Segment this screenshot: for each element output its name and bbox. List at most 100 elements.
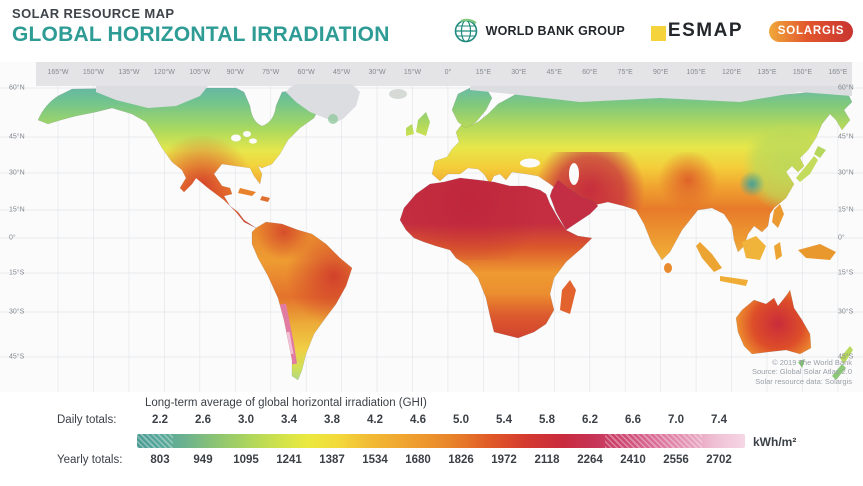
longitude-label: 30°E bbox=[511, 69, 527, 76]
yearly-total-value: 1241 bbox=[276, 454, 302, 466]
yearly-total-value: 803 bbox=[150, 454, 170, 466]
logo-row: WORLD BANK GROUP ESMAP SOLARGIS bbox=[453, 18, 853, 44]
daily-total-value: 2.2 bbox=[152, 414, 168, 426]
yearly-total-value: 2556 bbox=[663, 454, 689, 466]
daily-total-value: 6.6 bbox=[625, 414, 641, 426]
world-bank-globe-icon bbox=[454, 18, 477, 43]
new-zealand-south bbox=[832, 364, 846, 380]
island-tasmania bbox=[798, 359, 805, 368]
daily-total-value: 3.0 bbox=[238, 414, 254, 426]
map-credit-line: Solar resource data: Solargis bbox=[755, 376, 852, 386]
esmap-square-icon bbox=[650, 26, 666, 41]
longitude-label: 75°W bbox=[262, 69, 280, 76]
legend-hatch-low bbox=[137, 434, 174, 448]
legend: Long-term average of global horizontal i… bbox=[0, 392, 863, 486]
legend-title: Long-term average of global horizontal i… bbox=[145, 397, 427, 409]
longitude-label: 60°W bbox=[297, 69, 315, 76]
daily-total-value: 3.4 bbox=[281, 414, 297, 426]
legend-unit: kWh/m² bbox=[753, 435, 797, 449]
latitude-label-right: 60°N bbox=[838, 84, 854, 92]
latitude-label-right: 45°S bbox=[838, 353, 854, 361]
yearly-total-value: 1826 bbox=[448, 454, 474, 466]
header: SOLAR RESOURCE MAP GLOBAL HORIZONTAL IRR… bbox=[0, 0, 863, 62]
daily-total-value: 7.4 bbox=[711, 414, 727, 426]
latitude-label-right: 15°S bbox=[838, 269, 854, 277]
yearly-total-value: 2702 bbox=[706, 454, 732, 466]
longitude-label: 135°W bbox=[118, 69, 140, 76]
longitude-label: 135°E bbox=[757, 69, 777, 76]
island-new-guinea bbox=[798, 244, 836, 260]
island-hokkaido bbox=[814, 146, 826, 158]
island-java bbox=[720, 276, 748, 286]
map-credits: © 2019 The World Bank Source: Global Sola… bbox=[752, 358, 852, 387]
longitude-label: 165°E bbox=[828, 69, 848, 76]
arctic-russia bbox=[470, 86, 852, 102]
daily-total-value: 6.2 bbox=[582, 414, 598, 426]
longitude-label: 45°W bbox=[332, 69, 351, 76]
daily-total-value: 3.8 bbox=[324, 414, 340, 426]
latitude-label-right: 30°S bbox=[838, 308, 854, 316]
map-credit-line: Source: Global Solar Atlas 2.0 bbox=[751, 367, 852, 376]
yearly-total-value: 1972 bbox=[491, 454, 517, 466]
legend-hatch-high bbox=[605, 434, 703, 448]
island-borneo bbox=[742, 236, 766, 260]
yearly-total-value: 2118 bbox=[534, 454, 560, 466]
latitude-label-left: 30°S bbox=[9, 308, 25, 316]
longitude-label: 15°W bbox=[403, 69, 422, 76]
esmap-logo: ESMAP bbox=[650, 20, 743, 42]
latitude-label-left: 30°N bbox=[9, 169, 25, 177]
longitude-label: 30°W bbox=[368, 69, 386, 76]
no-data-band bbox=[36, 62, 852, 86]
scandinavia bbox=[451, 87, 493, 129]
longitude-label: 60°E bbox=[582, 69, 598, 76]
longitude-label: 120°E bbox=[721, 69, 742, 76]
black-sea bbox=[520, 158, 540, 168]
great-lakes-3 bbox=[249, 138, 257, 144]
greenland-south-tip bbox=[328, 114, 338, 124]
island-cuba bbox=[238, 188, 256, 196]
sichuan-low-spot bbox=[736, 170, 770, 200]
map-kicker: SOLAR RESOURCE MAP bbox=[12, 6, 175, 21]
legend-color-bar bbox=[137, 434, 745, 448]
yearly-totals-label: Yearly totals: bbox=[57, 454, 123, 466]
latitude-label-right: 30°N bbox=[838, 169, 854, 177]
longitude-label: 150°E bbox=[792, 69, 813, 76]
world-bank-logo: WORLD BANK GROUP bbox=[453, 18, 625, 44]
world-map: 165°W 150°W 135°W 120°W 105°W 90°W 75°W 60°W 45°… bbox=[0, 62, 863, 392]
island-sri-lanka bbox=[664, 263, 672, 273]
page-title: GLOBAL HORIZONTAL IRRADIATION bbox=[12, 23, 390, 46]
world-map-svg bbox=[0, 62, 863, 392]
longitude-label: 120°W bbox=[153, 69, 175, 76]
atacama-band bbox=[286, 331, 294, 355]
arctic-canada bbox=[96, 86, 208, 108]
arabian-peninsula bbox=[549, 179, 599, 231]
island-ireland bbox=[406, 124, 414, 136]
latitude-label-right: 0° bbox=[838, 234, 845, 242]
daily-total-value: 4.2 bbox=[367, 414, 383, 426]
island-sulawesi bbox=[774, 242, 782, 260]
longitude-label: 105°E bbox=[686, 69, 706, 76]
daily-total-value: 5.8 bbox=[539, 414, 555, 426]
longitude-label: 165°W bbox=[47, 69, 69, 76]
caspian-sea bbox=[569, 163, 579, 185]
longitude-label: 90°E bbox=[653, 69, 669, 76]
yearly-total-value: 1095 bbox=[233, 454, 259, 466]
daily-total-value: 5.4 bbox=[496, 414, 512, 426]
latitude-label-left: 45°S bbox=[9, 353, 25, 361]
daily-total-value: 7.0 bbox=[668, 414, 684, 426]
latitude-label-right: 45°N bbox=[838, 133, 854, 141]
yearly-total-value: 1387 bbox=[319, 454, 345, 466]
longitude-label: 15°E bbox=[475, 69, 492, 76]
yearly-total-value: 1680 bbox=[405, 454, 431, 466]
daily-total-value: 2.6 bbox=[195, 414, 211, 426]
longitude-label: 0° bbox=[444, 69, 452, 76]
longitude-label: 105°W bbox=[189, 69, 211, 76]
yearly-total-value: 1534 bbox=[362, 454, 388, 466]
great-lakes-2 bbox=[243, 131, 251, 137]
greenland bbox=[286, 84, 360, 122]
island-hispaniola bbox=[260, 196, 270, 202]
great-lakes bbox=[231, 134, 241, 142]
map-credit-line: © 2019 The World Bank bbox=[772, 357, 852, 367]
island-madagascar bbox=[560, 280, 576, 314]
tibet-hotspot bbox=[650, 152, 730, 212]
